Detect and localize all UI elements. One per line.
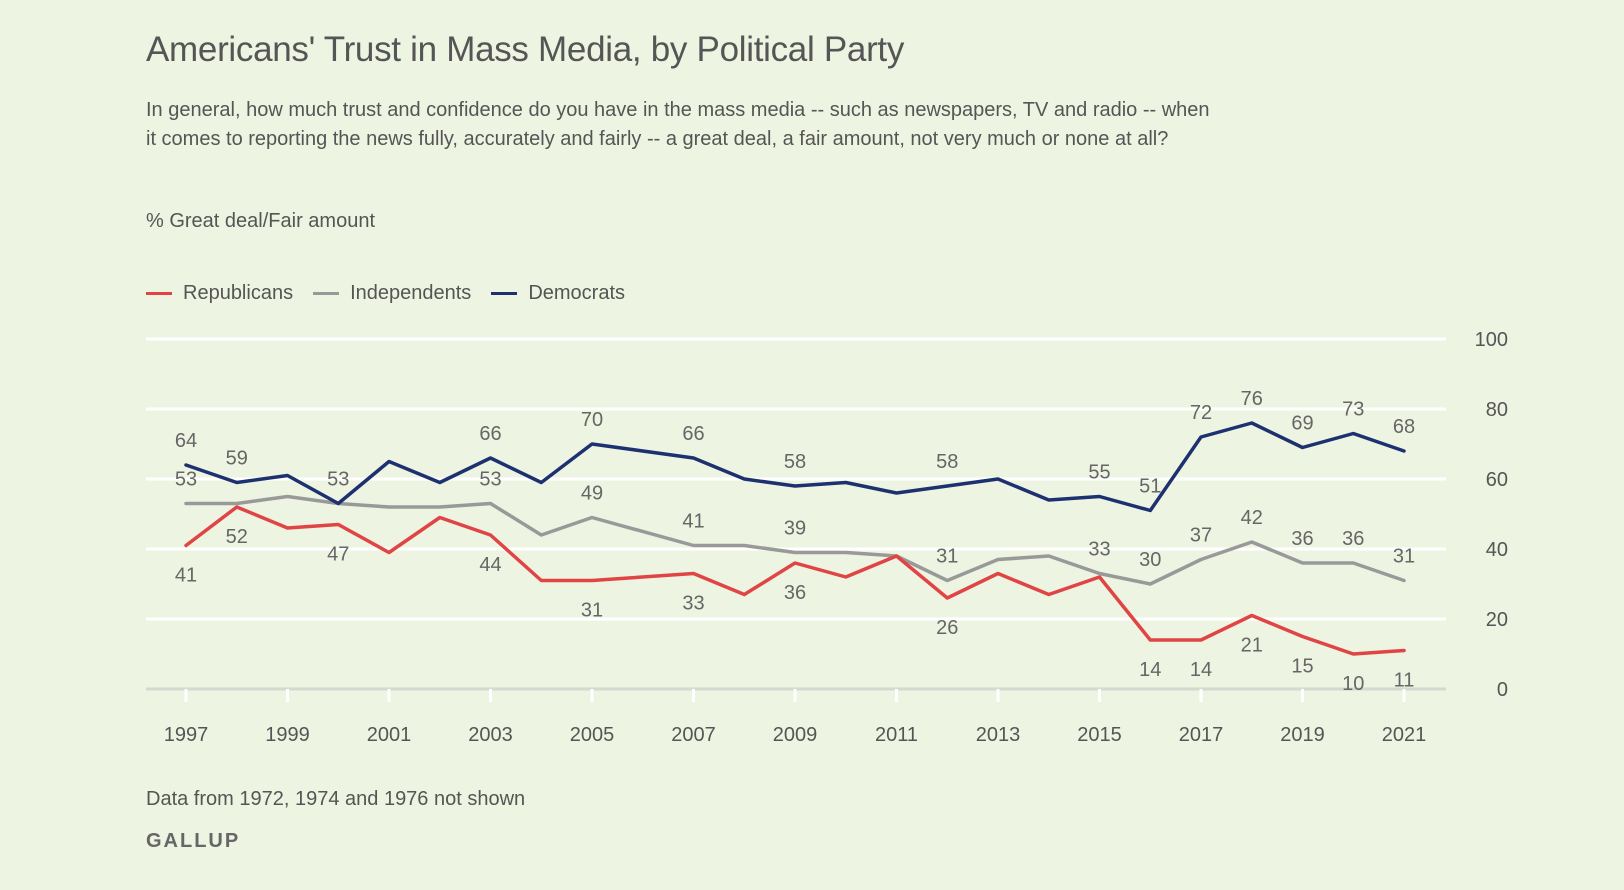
data-label-democrats: 69 (1291, 413, 1313, 435)
data-label-democrats: 73 (1342, 399, 1364, 421)
measure-label: % Great deal/Fair amount (146, 210, 375, 232)
data-label-democrats: 70 (581, 409, 603, 431)
series-line-republicans (184, 505, 1406, 656)
y-tick-label: 40 (1486, 539, 1508, 561)
y-tick-label: 100 (1475, 329, 1508, 351)
data-label-republicans: 33 (682, 593, 704, 615)
x-tick-label: 2003 (468, 724, 513, 746)
data-label-independents: 37 (1190, 525, 1212, 547)
data-label-democrats: 51 (1139, 476, 1161, 498)
data-label-democrats: 66 (479, 423, 501, 445)
data-label-democrats: 66 (682, 423, 704, 445)
chart-title: Americans' Trust in Mass Media, by Polit… (146, 30, 905, 69)
data-label-independents: 30 (1139, 549, 1161, 571)
data-label-republicans: 26 (936, 617, 958, 639)
x-tick-label: 2009 (773, 724, 818, 746)
x-tick-label: 2021 (1382, 724, 1427, 746)
legend-swatch-independents (313, 292, 340, 295)
data-label-democrats: 64 (175, 430, 197, 452)
legend-label-democrats: Democrats (528, 282, 626, 304)
data-label-independents: 41 (682, 511, 704, 533)
data-label-republicans: 14 (1190, 659, 1212, 681)
legend-item-democrats: Democrats (491, 282, 625, 305)
series-line-independents (184, 494, 1406, 586)
data-label-independents: 49 (581, 483, 603, 505)
x-tick-label: 2005 (570, 724, 615, 746)
data-label-democrats: 76 (1241, 388, 1263, 410)
data-label-democrats: 55 (1088, 462, 1110, 484)
data-label-independents: 31 (936, 546, 958, 568)
data-label-democrats: 59 (226, 448, 248, 470)
data-label-republicans: 44 (479, 554, 501, 576)
data-label-democrats: 53 (327, 469, 349, 491)
legend-label-independents: Independents (350, 282, 472, 304)
data-label-republicans: 52 (226, 526, 248, 548)
data-label-republicans: 31 (581, 600, 603, 622)
data-label-democrats: 58 (936, 451, 958, 473)
y-tick-label: 20 (1486, 609, 1508, 631)
data-label-independents: 36 (1291, 528, 1313, 550)
data-label-republicans: 15 (1291, 656, 1313, 678)
chart-subtitle: In general, how much trust and confidenc… (146, 99, 1210, 150)
data-label-independents: 39 (784, 518, 806, 540)
data-label-independents: 53 (479, 469, 501, 491)
y-tick-label: 80 (1486, 399, 1508, 421)
legend-item-republicans: Republicans (146, 282, 293, 305)
data-label-democrats: 68 (1393, 416, 1415, 438)
x-tick-label: 2007 (671, 724, 716, 746)
data-label-democrats: 72 (1190, 402, 1212, 424)
x-tick-label: 2013 (976, 724, 1021, 746)
y-tick-label: 60 (1486, 469, 1508, 491)
data-label-republicans: 11 (1394, 670, 1415, 692)
legend-label-republicans: Republicans (183, 282, 294, 304)
legend: Republicans Independents Democrats (146, 282, 645, 305)
data-label-republicans: 36 (784, 582, 806, 604)
data-label-independents: 36 (1342, 528, 1364, 550)
footnote: Data from 1972, 1974 and 1976 not shown (146, 788, 526, 810)
data-label-republicans: 21 (1241, 635, 1263, 657)
series-line-democrats (184, 421, 1406, 513)
data-label-republicans: 47 (327, 544, 349, 566)
data-label-independents: 33 (1088, 539, 1110, 561)
legend-item-independents: Independents (313, 282, 471, 305)
x-tick-label: 2001 (367, 724, 412, 746)
y-tick-label: 0 (1497, 679, 1508, 701)
data-label-republicans: 41 (175, 565, 197, 587)
data-label-independents: 42 (1241, 507, 1263, 529)
x-tick-label: 2017 (1179, 724, 1224, 746)
data-label-independents: 31 (1393, 546, 1415, 568)
x-tick-label: 2015 (1077, 724, 1122, 746)
x-tick-label: 1997 (164, 724, 209, 746)
data-label-democrats: 58 (784, 451, 806, 473)
x-tick-label: 2019 (1280, 724, 1325, 746)
legend-swatch-democrats (491, 292, 518, 295)
brand-logo-text: GALLUP (146, 830, 241, 852)
data-label-independents: 53 (175, 469, 197, 491)
data-label-republicans: 14 (1139, 659, 1161, 681)
x-tick-label: 2011 (875, 724, 918, 746)
x-tick-label: 1999 (265, 724, 310, 746)
data-label-republicans: 10 (1342, 673, 1364, 695)
legend-swatch-republicans (146, 292, 172, 295)
